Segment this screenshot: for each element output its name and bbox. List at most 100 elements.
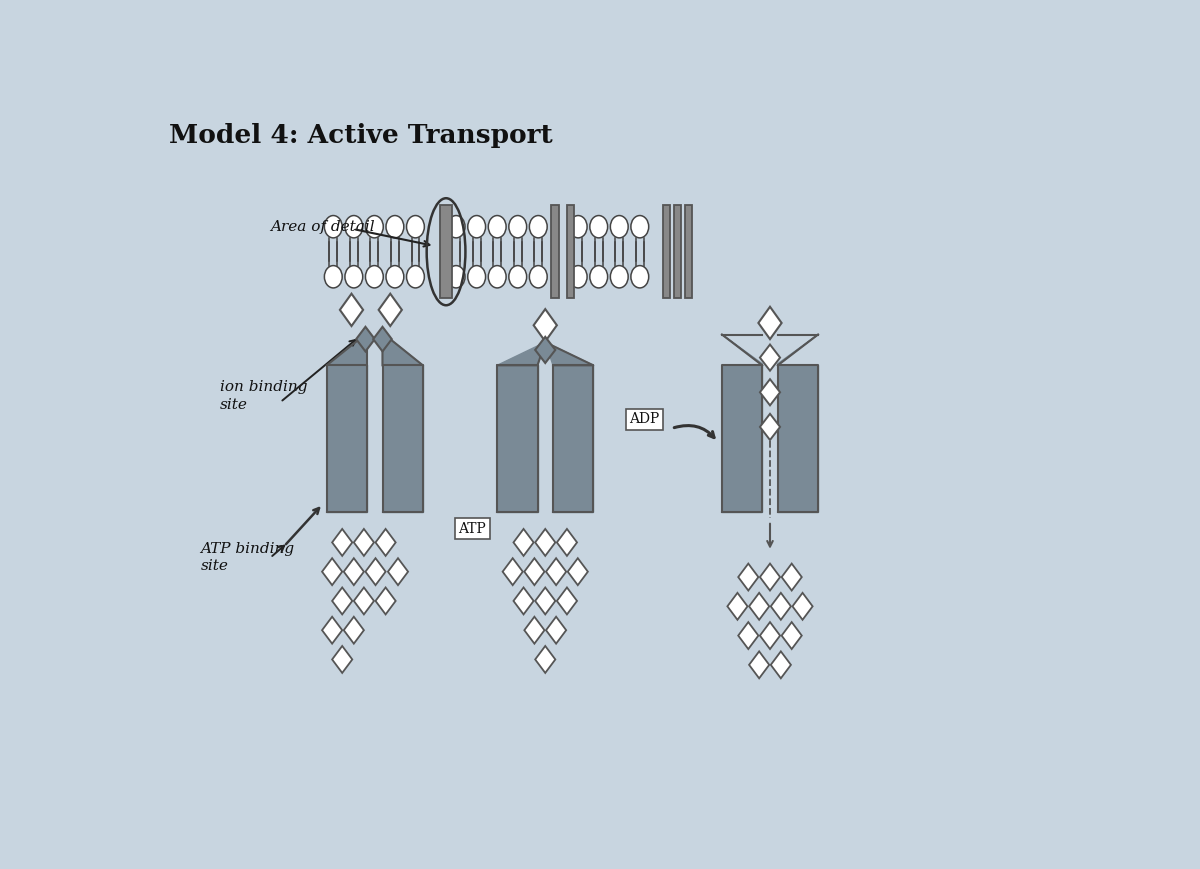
Polygon shape [792, 593, 812, 620]
Polygon shape [535, 529, 556, 556]
Polygon shape [727, 593, 748, 620]
Polygon shape [781, 622, 802, 649]
Ellipse shape [631, 266, 649, 288]
Ellipse shape [407, 266, 425, 288]
Polygon shape [514, 529, 534, 556]
Polygon shape [340, 294, 364, 326]
Polygon shape [770, 593, 791, 620]
Text: ATP: ATP [458, 521, 486, 535]
Ellipse shape [344, 266, 362, 288]
Ellipse shape [488, 216, 506, 238]
Bar [674, 205, 680, 298]
Polygon shape [758, 307, 781, 339]
Polygon shape [332, 646, 353, 673]
Polygon shape [760, 344, 780, 371]
Polygon shape [332, 529, 353, 556]
Bar [551, 205, 559, 298]
Polygon shape [524, 558, 545, 585]
Bar [664, 205, 670, 298]
Ellipse shape [509, 216, 527, 238]
Polygon shape [376, 587, 396, 614]
Polygon shape [749, 593, 769, 620]
Polygon shape [497, 365, 538, 512]
Polygon shape [557, 529, 577, 556]
Polygon shape [738, 564, 758, 591]
Polygon shape [343, 558, 364, 585]
Polygon shape [778, 365, 818, 512]
Text: ADP: ADP [629, 412, 660, 426]
Polygon shape [524, 617, 545, 644]
Ellipse shape [631, 216, 649, 238]
Ellipse shape [324, 216, 342, 238]
Text: Model 4: Active Transport: Model 4: Active Transport [169, 123, 553, 148]
Ellipse shape [366, 216, 383, 238]
Polygon shape [534, 309, 557, 342]
Ellipse shape [509, 266, 527, 288]
Polygon shape [781, 564, 802, 591]
Polygon shape [722, 365, 762, 512]
Ellipse shape [386, 266, 404, 288]
Bar [440, 205, 452, 298]
Polygon shape [535, 337, 556, 363]
Polygon shape [322, 558, 342, 585]
Polygon shape [546, 558, 566, 585]
Polygon shape [535, 587, 556, 614]
Polygon shape [535, 646, 556, 673]
Polygon shape [557, 587, 577, 614]
Ellipse shape [386, 216, 404, 238]
Ellipse shape [366, 266, 383, 288]
Polygon shape [545, 342, 593, 365]
Ellipse shape [529, 216, 547, 238]
Ellipse shape [569, 266, 587, 288]
Polygon shape [503, 558, 523, 585]
Polygon shape [383, 333, 422, 365]
Ellipse shape [407, 216, 425, 238]
Polygon shape [770, 652, 791, 679]
Polygon shape [343, 617, 364, 644]
Bar [566, 205, 575, 298]
Text: Area of detail: Area of detail [270, 220, 374, 234]
Polygon shape [497, 342, 545, 365]
Ellipse shape [590, 266, 607, 288]
Polygon shape [379, 294, 402, 326]
Polygon shape [760, 414, 780, 440]
Polygon shape [546, 617, 566, 644]
Ellipse shape [448, 266, 466, 288]
Ellipse shape [488, 266, 506, 288]
Ellipse shape [468, 216, 486, 238]
Polygon shape [326, 333, 367, 365]
Polygon shape [568, 558, 588, 585]
Polygon shape [738, 622, 758, 649]
Text: ion binding
site: ion binding site [220, 381, 307, 412]
Ellipse shape [529, 266, 547, 288]
Polygon shape [366, 558, 385, 585]
Polygon shape [322, 617, 342, 644]
Polygon shape [383, 365, 422, 512]
Ellipse shape [324, 266, 342, 288]
Polygon shape [332, 587, 353, 614]
Polygon shape [356, 327, 374, 351]
Polygon shape [760, 564, 780, 591]
Polygon shape [373, 327, 391, 351]
Text: ATP binding
site: ATP binding site [200, 542, 294, 574]
Ellipse shape [611, 216, 628, 238]
Polygon shape [553, 365, 593, 512]
Polygon shape [749, 652, 769, 679]
Polygon shape [326, 365, 367, 512]
Ellipse shape [611, 266, 628, 288]
Polygon shape [388, 558, 408, 585]
Polygon shape [354, 529, 374, 556]
Ellipse shape [569, 216, 587, 238]
Polygon shape [722, 335, 762, 365]
Ellipse shape [448, 216, 466, 238]
Polygon shape [514, 587, 534, 614]
Ellipse shape [468, 266, 486, 288]
Ellipse shape [590, 216, 607, 238]
Polygon shape [354, 587, 374, 614]
Bar [685, 205, 691, 298]
Polygon shape [760, 379, 780, 405]
Polygon shape [760, 622, 780, 649]
Polygon shape [376, 529, 396, 556]
Polygon shape [778, 335, 818, 365]
Ellipse shape [344, 216, 362, 238]
